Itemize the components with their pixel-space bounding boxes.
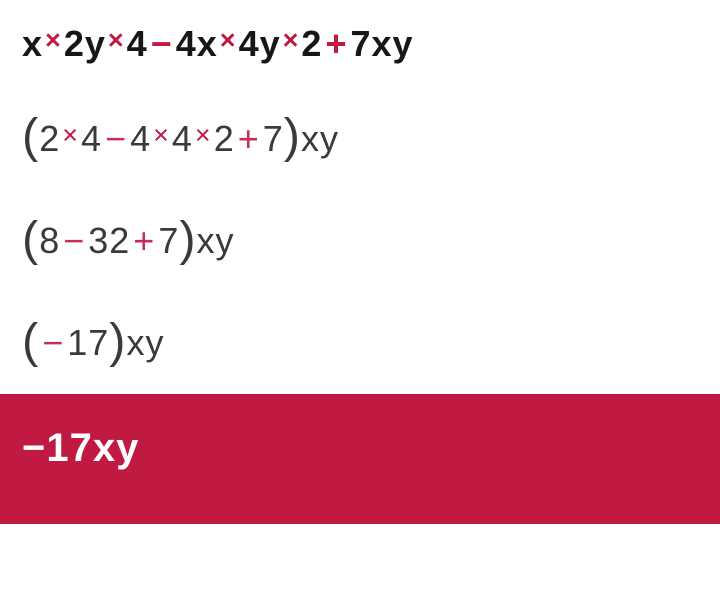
var-y: y — [116, 424, 139, 472]
num-7: 7 — [350, 22, 371, 65]
open-paren: ( — [22, 107, 39, 165]
close-paren: ) — [179, 210, 196, 268]
mult-op: × — [60, 119, 81, 151]
mult-op: × — [281, 24, 302, 56]
num-4: 4 — [176, 22, 197, 65]
mult-op: × — [43, 24, 64, 56]
suffix-xy: xy — [197, 219, 235, 262]
var-y: y — [85, 22, 106, 65]
num-17: 17 — [46, 424, 93, 472]
minus-op: − — [60, 219, 88, 262]
var-x: x — [93, 424, 116, 472]
answer-line: − 17 x y — [0, 394, 720, 524]
close-paren: ) — [284, 107, 301, 165]
num-8: 8 — [39, 219, 60, 262]
num-4: 4 — [239, 22, 260, 65]
plus-op: + — [130, 219, 158, 262]
expression-line-1: x × 2 y × 4 − 4 x × 4 y × 2 + 7 x y — [0, 0, 720, 87]
minus-op: − — [102, 117, 130, 160]
num-4: 4 — [81, 117, 102, 160]
var-x: x — [372, 22, 393, 65]
suffix-xy: xy — [126, 321, 164, 364]
num-2: 2 — [64, 22, 85, 65]
minus-op: − — [22, 424, 46, 472]
mult-op: × — [193, 119, 214, 151]
num-7: 7 — [263, 117, 284, 160]
plus-op: + — [235, 117, 263, 160]
num-4: 4 — [127, 22, 148, 65]
num-4: 4 — [130, 117, 151, 160]
var-y: y — [393, 22, 414, 65]
expression-line-2: ( 2 × 4 − 4 × 4 × 2 + 7 ) xy — [0, 87, 720, 189]
mult-op: × — [151, 119, 172, 151]
plus-op: + — [322, 22, 350, 65]
minus-op: − — [148, 22, 176, 65]
num-2: 2 — [214, 117, 235, 160]
num-32: 32 — [88, 219, 130, 262]
mult-op: × — [218, 24, 239, 56]
num-2: 2 — [301, 22, 322, 65]
num-4: 4 — [172, 117, 193, 160]
var-x: x — [22, 22, 43, 65]
var-y: y — [260, 22, 281, 65]
expression-line-3: ( 8 − 32 + 7 ) xy — [0, 190, 720, 292]
expression-line-4: ( − 17 ) xy — [0, 292, 720, 394]
num-2: 2 — [39, 117, 60, 160]
mult-op: × — [106, 24, 127, 56]
num-17: 17 — [67, 321, 109, 364]
open-paren: ( — [22, 312, 39, 370]
num-7: 7 — [158, 219, 179, 262]
var-x: x — [197, 22, 218, 65]
minus-op: − — [39, 321, 67, 364]
open-paren: ( — [22, 210, 39, 268]
close-paren: ) — [109, 312, 126, 370]
suffix-xy: xy — [301, 117, 339, 160]
